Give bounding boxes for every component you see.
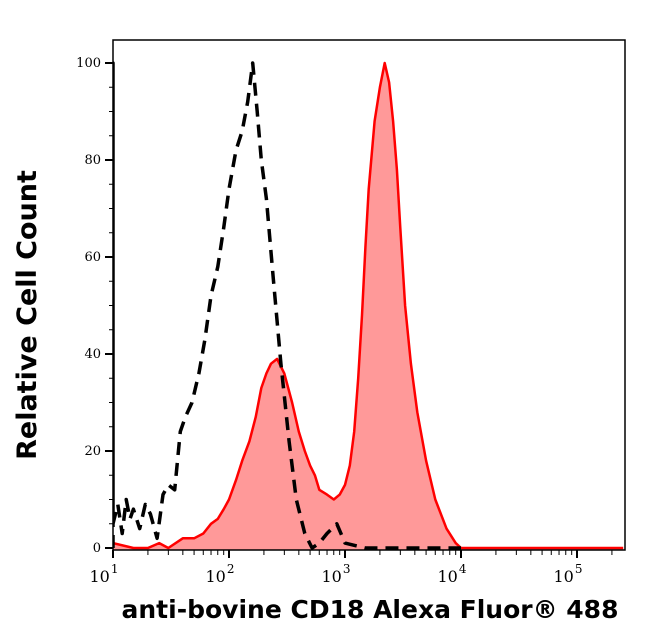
x-tick-label: 101 — [90, 562, 119, 586]
x-tick-label: 105 — [554, 562, 583, 586]
y-tick-label: 80 — [84, 153, 101, 168]
x-axis: 101 102 103 104 105 — [90, 550, 613, 586]
y-tick-label: 20 — [84, 444, 101, 459]
y-tick-label: 60 — [84, 250, 101, 265]
x-tick-label: 102 — [206, 562, 235, 586]
y-axis-label: Relative Cell Count — [12, 170, 43, 460]
plot-frame — [112, 39, 626, 551]
x-tick-label: 104 — [438, 562, 467, 586]
plot-area — [113, 61, 624, 550]
control-histogram-line — [113, 61, 461, 550]
y-tick-label: 40 — [84, 347, 101, 362]
y-tick-label: 0 — [93, 541, 101, 556]
x-axis-label: anti-bovine CD18 Alexa Fluor® 488 — [121, 595, 619, 624]
y-tick-label: 100 — [76, 56, 101, 71]
x-tick-label: 103 — [322, 562, 351, 586]
stained-histogram-line — [113, 61, 624, 550]
stained-histogram-fill — [113, 63, 624, 550]
y-axis: 0 20 40 60 80 100 — [76, 56, 113, 556]
